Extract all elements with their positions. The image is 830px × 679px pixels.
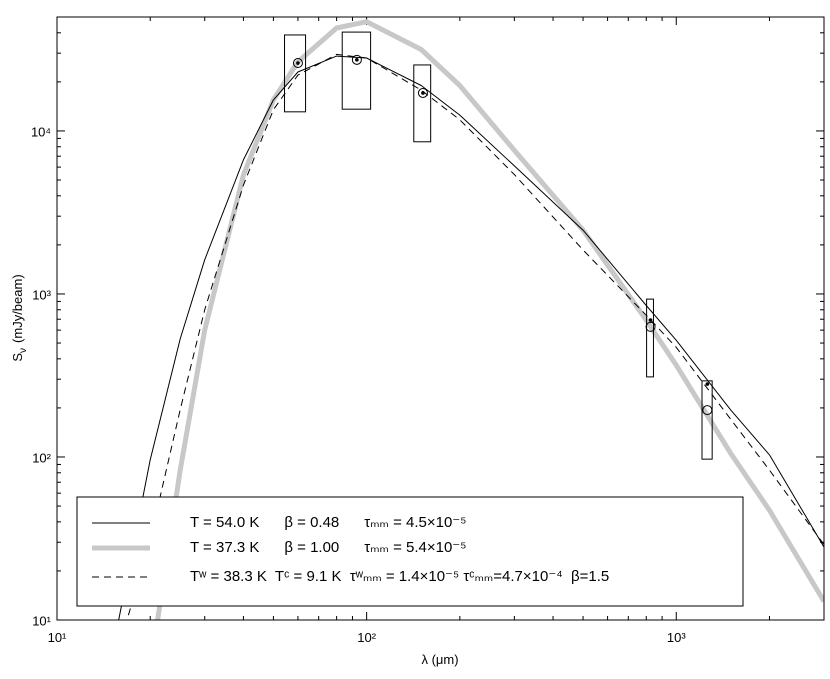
y-tick-label: 10² [32,450,51,465]
model-curve [118,55,824,620]
legend-box [76,496,744,607]
x-axis-label: λ (μm) [421,652,458,667]
legend-label: T = 54.0 K β = 0.48 τₘₘ = 4.5×10⁻⁵ [190,514,466,531]
y-axis-label: Sν (mJy/beam) [10,274,29,361]
measured-point [355,58,359,62]
measured-point [421,91,425,95]
model-curve [127,53,824,616]
model-point [645,321,656,332]
measured-point [648,318,653,322]
error-box [413,64,432,143]
model-point [292,58,303,69]
x-tick-label: 10² [357,630,376,645]
legend-label: Tʷ = 38.3 K Tᶜ = 9.1 K τʷₘₘ = 1.4×10⁻⁵ τ… [190,568,609,585]
plot-area [118,19,824,620]
model-point [417,87,428,98]
y-label-sub: ν [18,348,29,353]
y-tick-label: 10³ [32,287,51,302]
legend-label: T = 37.3 K β = 1.00 τₘₘ = 5.4×10⁻⁵ [190,539,466,556]
error-box [284,34,307,113]
error-box [341,31,372,110]
y-tick-label: 10⁴ [31,124,51,139]
error-box [646,298,654,378]
measured-point [705,382,710,386]
y-tick-label: 10¹ [32,613,51,628]
y-label-main: S [10,353,25,362]
plot-frame [56,16,825,621]
x-tick-label: 10³ [667,630,686,645]
y-label-unit: (mJy/beam) [10,274,25,343]
x-tick-label: 10¹ [48,630,67,645]
error-box [701,380,713,460]
model-point [702,405,713,416]
measured-point [296,61,300,65]
model-point [351,54,362,65]
